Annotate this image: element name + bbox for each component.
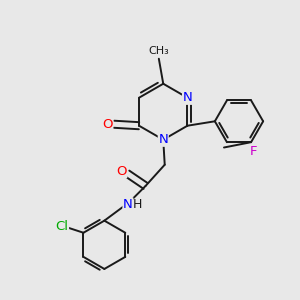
Text: N: N (183, 91, 192, 104)
Text: N: N (158, 133, 168, 146)
Text: O: O (116, 165, 127, 178)
Text: CH₃: CH₃ (148, 46, 169, 56)
Text: F: F (250, 145, 257, 158)
Text: N: N (123, 198, 133, 211)
Text: H: H (133, 198, 142, 211)
Text: Cl: Cl (56, 220, 68, 233)
Text: O: O (102, 118, 113, 131)
